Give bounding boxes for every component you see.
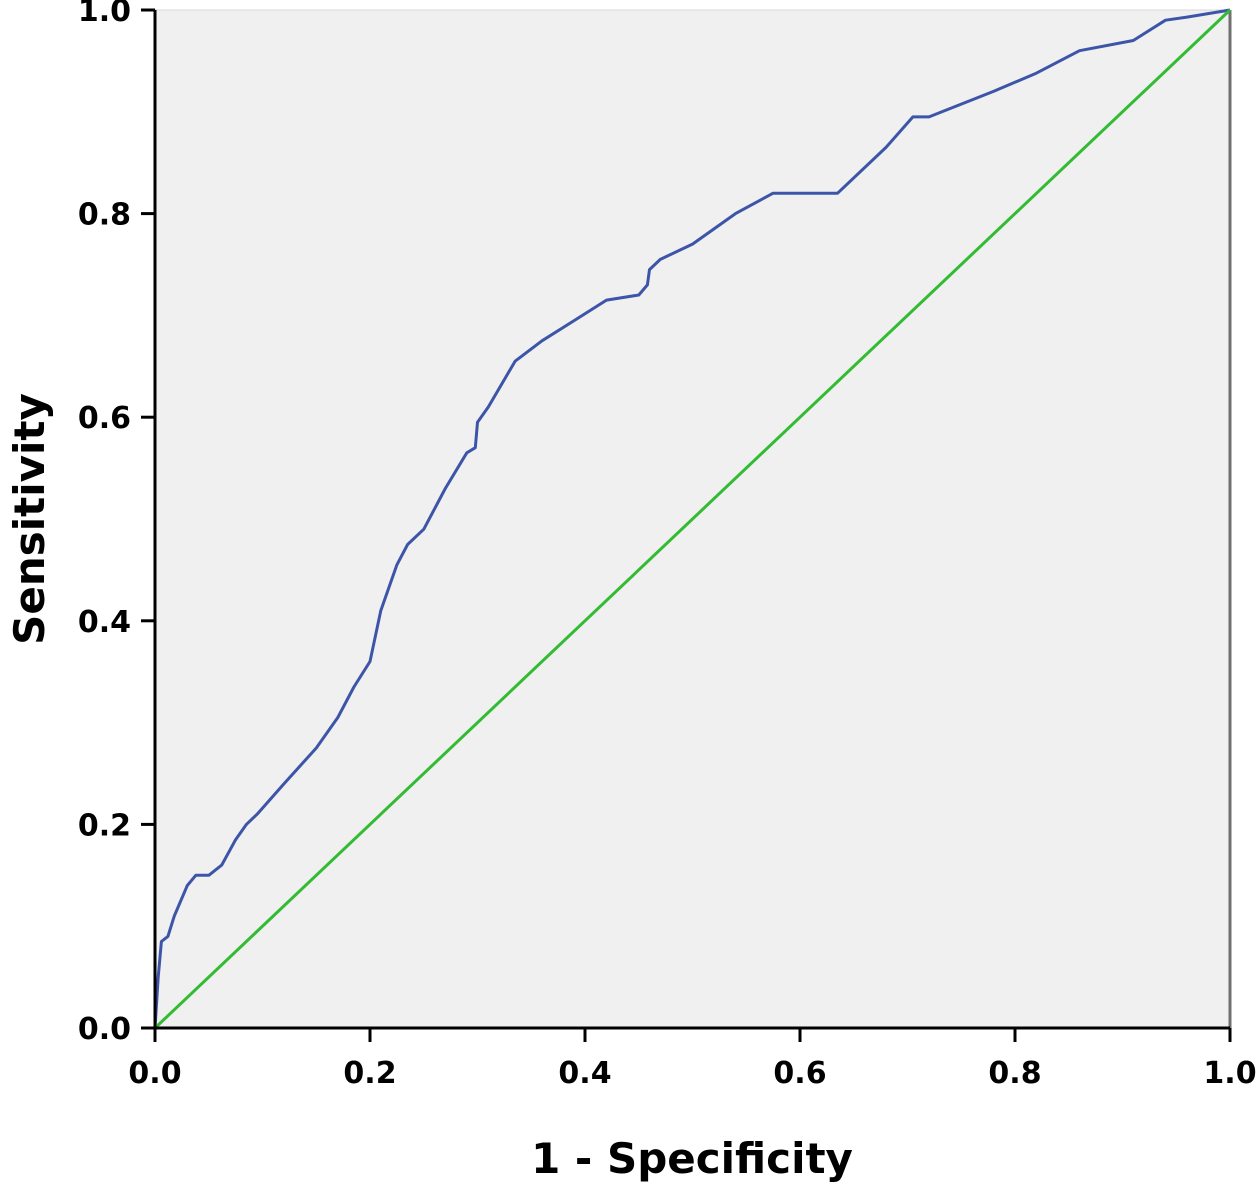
y-tick-label: 0.4 [78,605,131,640]
x-axis-title: 1 - Specificity [531,1134,853,1183]
y-axis-ticks: 0.0 0.2 0.4 0.6 0.8 1.0 [78,0,155,1047]
x-tick-label: 0.0 [128,1056,181,1091]
y-tick-label: 0.0 [78,1012,131,1047]
y-tick-label: 0.2 [78,808,131,843]
series-line-0 [153,8,1231,1029]
y-axis-title: Sensitivity [5,393,54,645]
x-tick-label: 0.6 [773,1056,826,1091]
series-layer [153,8,1232,1030]
series-line-1 [153,8,1232,1030]
y-tick-label: 0.6 [78,401,131,436]
x-tick-label: 0.2 [343,1056,396,1091]
y-tick-label: 1.0 [78,0,131,29]
x-tick-label: 1.0 [1203,1056,1256,1091]
x-axis-ticks: 0.0 0.2 0.4 0.6 0.8 1.0 [128,1028,1257,1091]
x-tick-label: 0.8 [988,1056,1041,1091]
x-tick-label: 0.4 [558,1056,611,1091]
y-tick-label: 0.8 [78,198,131,233]
